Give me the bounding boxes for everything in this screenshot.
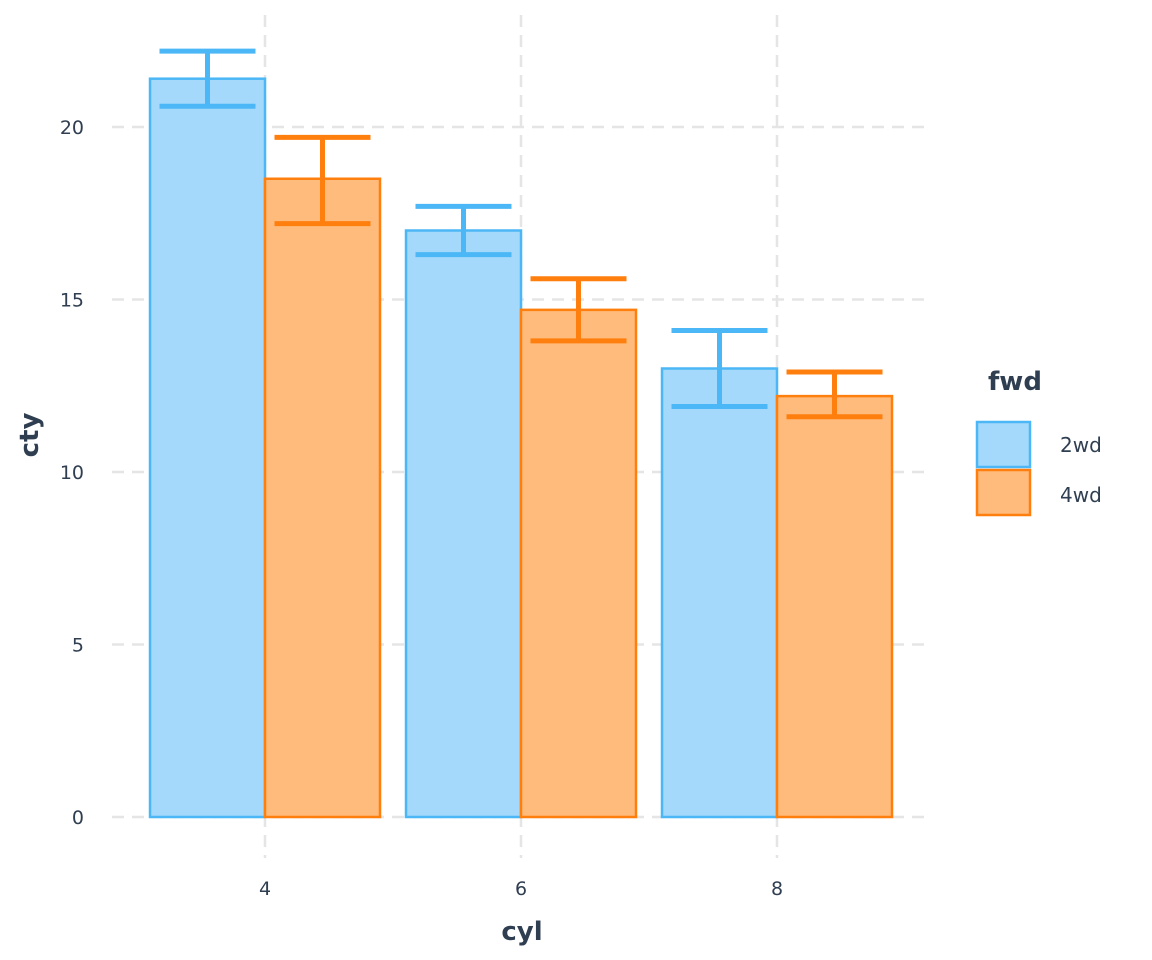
legend-title: fwd bbox=[988, 367, 1042, 397]
y-tick-label-10: 10 bbox=[60, 462, 84, 484]
errorbar-2wd-4 bbox=[159, 48, 256, 109]
legend: fwd 2wd 4wd bbox=[975, 367, 1102, 517]
legend-key-4wd bbox=[975, 468, 1032, 517]
bar-2wd-6 bbox=[404, 229, 523, 819]
bar-4wd-8 bbox=[775, 394, 894, 819]
errorbar-4wd-6 bbox=[530, 276, 627, 344]
legend-key-2wd bbox=[975, 420, 1032, 469]
errorbar-4wd-4 bbox=[274, 134, 371, 227]
x-axis-title: cyl bbox=[501, 917, 542, 947]
x-tick-label-8: 8 bbox=[771, 878, 783, 900]
errorbar-2wd-6 bbox=[415, 203, 512, 258]
x-tick-label-4: 4 bbox=[259, 878, 271, 900]
bar-2wd-8 bbox=[660, 367, 779, 819]
y-axis-title: cty bbox=[15, 413, 45, 458]
legend-label-2wd: 2wd bbox=[1060, 433, 1102, 457]
legend-label-4wd: 4wd bbox=[1060, 483, 1102, 507]
bar-layer bbox=[148, 77, 894, 819]
y-tick-label-20: 20 bbox=[60, 117, 84, 139]
bar-4wd-6 bbox=[519, 308, 638, 819]
tick-layer: 0 5 10 15 20 4 6 8 bbox=[60, 117, 783, 900]
bar-2wd-4 bbox=[148, 77, 267, 819]
y-tick-label-5: 5 bbox=[72, 635, 84, 657]
errorbar-2wd-8 bbox=[671, 328, 768, 409]
bar-4wd-4 bbox=[263, 177, 382, 819]
error-layer bbox=[159, 48, 883, 420]
x-tick-label-6: 6 bbox=[515, 878, 527, 900]
y-tick-label-0: 0 bbox=[72, 807, 84, 829]
errorbar-4wd-8 bbox=[786, 369, 883, 420]
y-tick-label-15: 15 bbox=[60, 290, 84, 312]
